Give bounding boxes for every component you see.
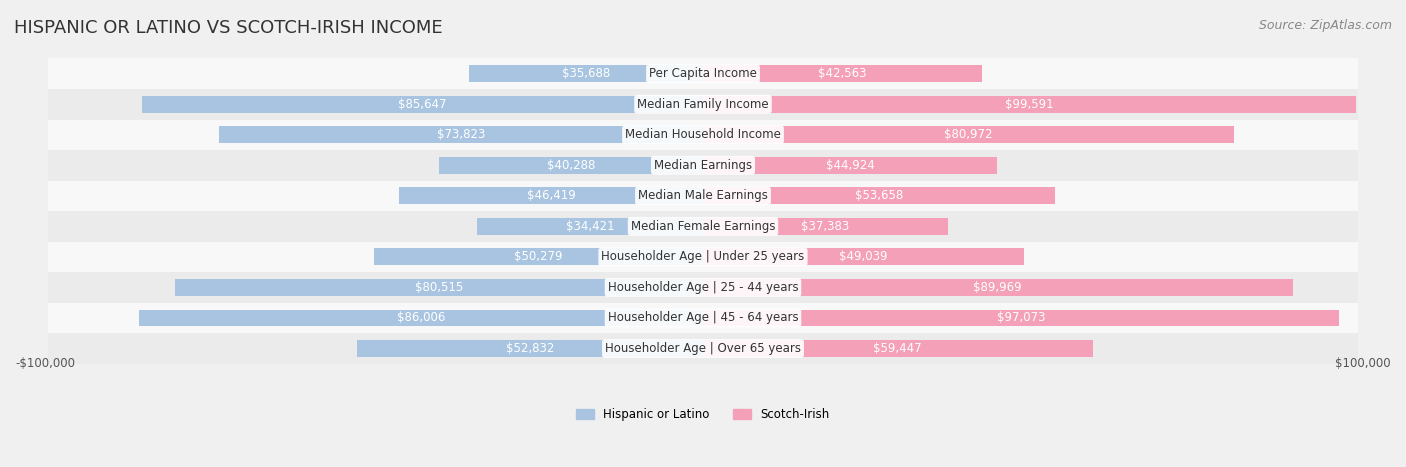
Text: $80,515: $80,515 xyxy=(415,281,464,294)
Text: HISPANIC OR LATINO VS SCOTCH-IRISH INCOME: HISPANIC OR LATINO VS SCOTCH-IRISH INCOM… xyxy=(14,19,443,37)
Bar xyxy=(48,89,1358,120)
Legend: Hispanic or Latino, Scotch-Irish: Hispanic or Latino, Scotch-Irish xyxy=(576,408,830,421)
Bar xyxy=(374,248,703,265)
Bar xyxy=(703,157,997,174)
Bar xyxy=(703,127,1233,143)
Text: $35,688: $35,688 xyxy=(562,67,610,80)
Bar xyxy=(357,340,703,357)
Bar xyxy=(139,310,703,326)
Bar xyxy=(142,96,703,113)
Text: $59,447: $59,447 xyxy=(873,342,922,355)
Text: Householder Age | Under 25 years: Householder Age | Under 25 years xyxy=(602,250,804,263)
Bar xyxy=(470,65,703,82)
Bar xyxy=(478,218,703,235)
Text: $99,591: $99,591 xyxy=(1005,98,1053,111)
Text: $89,969: $89,969 xyxy=(973,281,1022,294)
Text: $44,924: $44,924 xyxy=(825,159,875,172)
Bar xyxy=(703,218,948,235)
Text: -$100,000: -$100,000 xyxy=(15,357,75,370)
Text: Source: ZipAtlas.com: Source: ZipAtlas.com xyxy=(1258,19,1392,32)
Text: $85,647: $85,647 xyxy=(398,98,447,111)
Text: $53,658: $53,658 xyxy=(855,189,903,202)
Text: $46,419: $46,419 xyxy=(527,189,575,202)
Bar xyxy=(176,279,703,296)
Text: $80,972: $80,972 xyxy=(943,128,993,142)
Bar xyxy=(703,65,981,82)
Text: Householder Age | 45 - 64 years: Householder Age | 45 - 64 years xyxy=(607,311,799,325)
Text: $34,421: $34,421 xyxy=(567,220,614,233)
Text: Median Family Income: Median Family Income xyxy=(637,98,769,111)
Text: Per Capita Income: Per Capita Income xyxy=(650,67,756,80)
Bar xyxy=(48,150,1358,181)
Text: Median Female Earnings: Median Female Earnings xyxy=(631,220,775,233)
Bar xyxy=(703,340,1092,357)
Text: Median Male Earnings: Median Male Earnings xyxy=(638,189,768,202)
Bar xyxy=(48,211,1358,241)
Bar xyxy=(703,248,1025,265)
Text: $42,563: $42,563 xyxy=(818,67,866,80)
Text: $73,823: $73,823 xyxy=(437,128,485,142)
Text: $52,832: $52,832 xyxy=(506,342,554,355)
Text: $86,006: $86,006 xyxy=(396,311,446,325)
Bar xyxy=(703,279,1292,296)
Bar xyxy=(399,187,703,204)
Bar xyxy=(48,181,1358,211)
Bar xyxy=(48,303,1358,333)
Text: $40,288: $40,288 xyxy=(547,159,595,172)
Bar xyxy=(439,157,703,174)
Text: Median Household Income: Median Household Income xyxy=(626,128,780,142)
Bar xyxy=(48,120,1358,150)
Text: Median Earnings: Median Earnings xyxy=(654,159,752,172)
Bar xyxy=(703,310,1339,326)
Text: Householder Age | 25 - 44 years: Householder Age | 25 - 44 years xyxy=(607,281,799,294)
Bar xyxy=(48,58,1358,89)
Text: $100,000: $100,000 xyxy=(1336,357,1391,370)
Text: $37,383: $37,383 xyxy=(801,220,849,233)
Text: $97,073: $97,073 xyxy=(997,311,1045,325)
Text: Householder Age | Over 65 years: Householder Age | Over 65 years xyxy=(605,342,801,355)
Text: $50,279: $50,279 xyxy=(515,250,562,263)
Bar xyxy=(219,127,703,143)
Bar xyxy=(48,333,1358,364)
Bar xyxy=(48,272,1358,303)
Bar xyxy=(703,96,1355,113)
Text: $49,039: $49,039 xyxy=(839,250,889,263)
Bar xyxy=(48,241,1358,272)
Bar xyxy=(703,187,1054,204)
